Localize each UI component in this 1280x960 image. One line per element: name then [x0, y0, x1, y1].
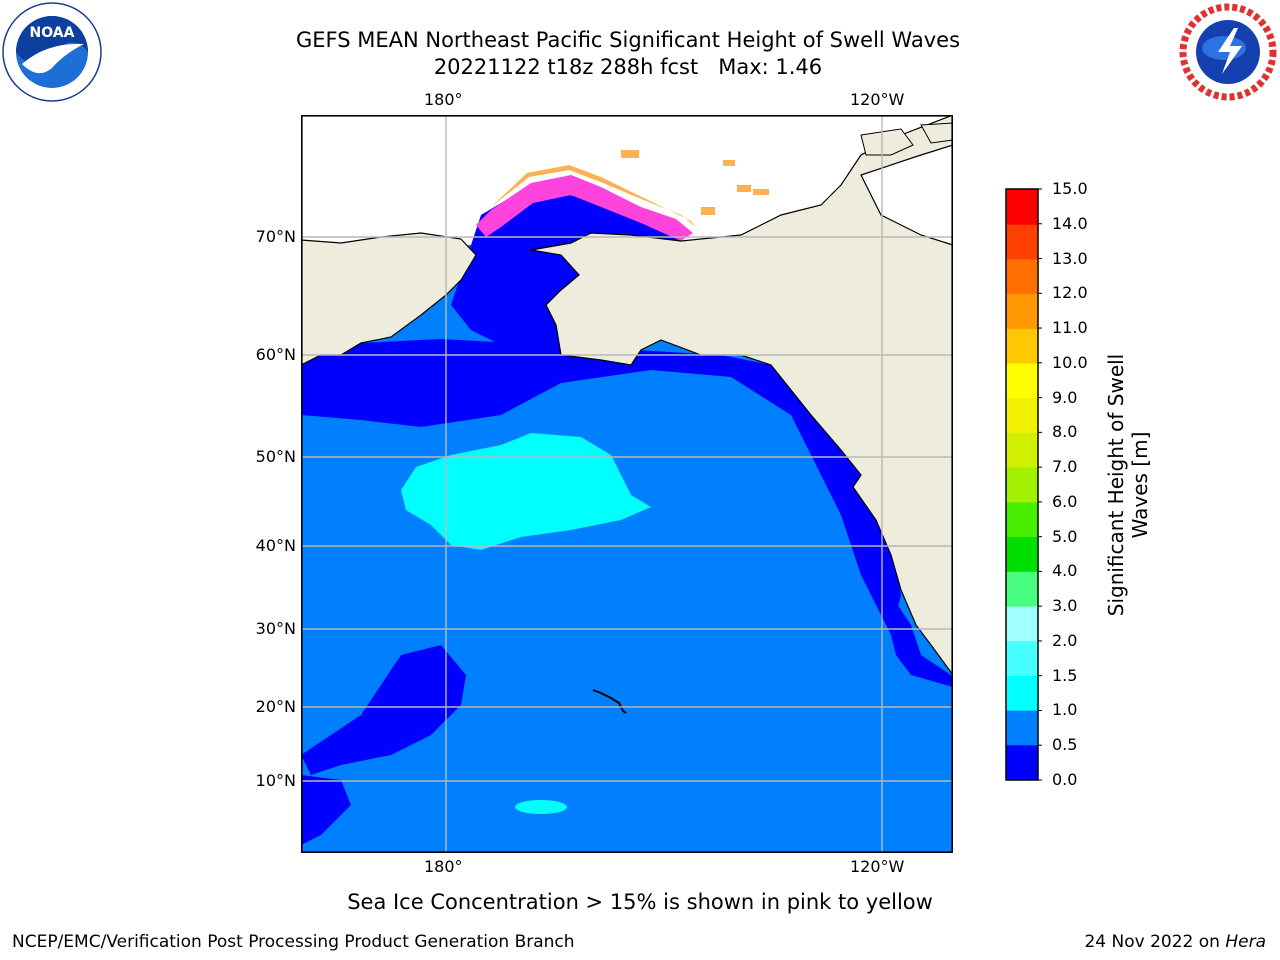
- low-swell-patch: [301, 645, 466, 775]
- lon-label-bottom-120w: 120°W: [850, 857, 905, 876]
- colorbar-segment: [1006, 293, 1038, 329]
- date-stamp: 24 Nov 2022 on Hera: [1084, 932, 1266, 952]
- colorbar-title-line: Significant Height of Swell: [1104, 353, 1128, 617]
- high-swell-patch: [515, 800, 567, 814]
- colorbar-segment: [1006, 675, 1038, 711]
- low-swell-gulf: [301, 339, 901, 635]
- land-arctic-islands: [860, 128, 914, 156]
- ice-patch: [701, 207, 715, 215]
- high-swell-patch: [401, 433, 651, 550]
- colorbar-segment: [1006, 189, 1038, 225]
- colorbar-tick-label: 3.0: [1052, 596, 1078, 616]
- colorbar-tick-label: 5.0: [1052, 526, 1078, 546]
- colorbar-tick-label: 13.0: [1052, 248, 1088, 268]
- colorbar-segment: [1006, 571, 1038, 607]
- date-text: 24 Nov 2022 on: [1084, 932, 1226, 952]
- low-swell-patch: [886, 595, 953, 687]
- colorbar-tick-label: 12.0: [1052, 283, 1088, 303]
- colorbar-tick-label: 4.0: [1052, 561, 1078, 581]
- ice-patch: [753, 189, 769, 195]
- colorbar-segment: [1006, 432, 1038, 468]
- colorbar-segment: [1006, 536, 1038, 572]
- bering-sea: [451, 185, 681, 360]
- colorbar-segment: [1006, 744, 1038, 780]
- colorbar-segment: [1006, 605, 1038, 642]
- credit-text: NCEP/EMC/Verification Post Processing Pr…: [12, 932, 575, 952]
- lat-label-10n: 10°N: [255, 771, 296, 790]
- colorbar-tick-label: 11.0: [1052, 318, 1088, 338]
- hawaii-islands: [592, 689, 627, 714]
- colorbar-tick-label: 9.0: [1052, 387, 1078, 407]
- colorbar-tick-label: 6.0: [1052, 491, 1078, 511]
- colorbar-frame: [1005, 188, 1039, 781]
- ice-patch: [723, 160, 735, 166]
- lat-label-70n: 70°N: [255, 227, 296, 246]
- lon-label-bottom-180: 180°: [424, 857, 463, 876]
- colorbar-tick-label: 1.5: [1052, 665, 1078, 685]
- host-name: Hera: [1225, 932, 1266, 952]
- colorbar-segment: [1006, 363, 1038, 399]
- colorbar-tick-label: 8.0: [1052, 422, 1078, 442]
- lat-label-20n: 20°N: [255, 697, 296, 716]
- colorbar-tick-label: 1.0: [1052, 700, 1078, 720]
- colorbar-segment: [1006, 710, 1038, 746]
- colorbar-title-line: Waves [m]: [1128, 431, 1152, 539]
- colorbar-tick-label: 2.0: [1052, 630, 1078, 650]
- noaa-logo: NOAA: [2, 2, 102, 102]
- colorbar-segment: [1006, 224, 1038, 260]
- ice-patch: [621, 150, 639, 158]
- colorbar-segment: [1006, 397, 1038, 433]
- low-swell-patch: [301, 775, 351, 845]
- lat-label-60n: 60°N: [255, 345, 296, 364]
- nws-logo: [1179, 3, 1277, 101]
- colorbar-title: Significant Height of Swell Waves [m]: [1104, 354, 1152, 616]
- colorbar: [1005, 188, 1042, 781]
- land-north-america: [530, 115, 953, 677]
- sea-ice-note: Sea Ice Concentration > 15% is shown in …: [347, 890, 933, 914]
- noaa-logo-text: NOAA: [30, 25, 75, 41]
- colorbar-tick-label: 14.0: [1052, 213, 1088, 233]
- lat-label-30n: 30°N: [255, 619, 296, 638]
- colorbar-tick-label: 10.0: [1052, 352, 1088, 372]
- lat-label-40n: 40°N: [255, 536, 296, 555]
- ice-patch: [737, 185, 751, 192]
- lon-label-top-120w: 120°W: [850, 90, 905, 109]
- colorbar-segment: [1006, 467, 1038, 503]
- colorbar-segment: [1006, 258, 1038, 295]
- colorbar-segment: [1006, 640, 1038, 676]
- colorbar-tick-label: 0.0: [1052, 770, 1078, 789]
- map-frame: [301, 115, 953, 853]
- map-panel: [301, 115, 953, 853]
- sea-ice-edge: [476, 175, 693, 241]
- sea-ice-outer: [491, 165, 696, 227]
- colorbar-tick-label: 7.0: [1052, 457, 1078, 477]
- map-gridlines: [301, 115, 953, 853]
- lat-label-50n: 50°N: [255, 447, 296, 466]
- chart-subtitle: 20221122 t18z 288h fcst Max: 1.46: [433, 55, 823, 79]
- colorbar-segment: [1006, 328, 1038, 364]
- lon-label-top-180: 180°: [424, 90, 463, 109]
- colorbar-tick-label: 0.5: [1052, 735, 1078, 755]
- land-arctic-islands: [920, 122, 953, 144]
- colorbar-segment: [1006, 501, 1038, 538]
- chart-title: GEFS MEAN Northeast Pacific Significant …: [295, 28, 961, 52]
- colorbar-tick-label: 15.0: [1052, 179, 1088, 198]
